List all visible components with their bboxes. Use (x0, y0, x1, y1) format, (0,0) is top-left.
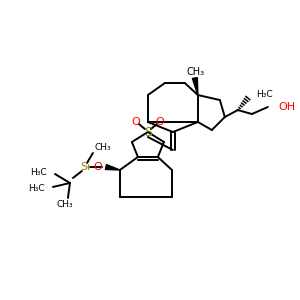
Text: H₃C: H₃C (256, 89, 272, 98)
Text: O: O (155, 117, 164, 127)
Text: CH₃: CH₃ (95, 142, 112, 152)
Polygon shape (105, 164, 120, 170)
Polygon shape (192, 78, 198, 95)
Text: H₃C: H₃C (28, 184, 45, 194)
Text: H₃C: H₃C (30, 169, 47, 178)
Text: S: S (144, 125, 152, 139)
Text: CH₃: CH₃ (187, 67, 205, 77)
Text: O: O (93, 162, 102, 172)
Text: O: O (131, 117, 140, 127)
Text: OH: OH (279, 102, 296, 112)
Text: CH₃: CH₃ (57, 200, 73, 209)
Text: Si: Si (80, 162, 90, 172)
